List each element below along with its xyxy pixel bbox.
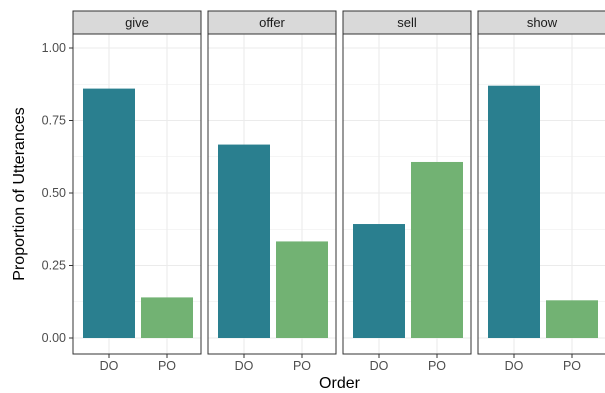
facet-panel-sell: sell DO PO [342, 10, 472, 373]
x-tick-label: PO [158, 359, 176, 373]
bar-give-po [141, 297, 193, 338]
x-tick-label: DO [370, 359, 389, 373]
facet-strip [342, 10, 472, 35]
y-axis-title: Proportion of Utterances [11, 107, 28, 280]
x-tick-label: PO [428, 359, 446, 373]
x-tick-label: DO [505, 359, 524, 373]
x-tick-label: PO [293, 359, 311, 373]
x-tick-label: PO [563, 359, 581, 373]
bar-sell-do [353, 224, 405, 338]
facet-strip [207, 10, 337, 35]
y-tick-label: 0.25 [42, 259, 66, 273]
facet-label: give [125, 15, 149, 30]
y-axis: 0.00 0.25 0.50 0.75 1.00 [42, 41, 73, 345]
facet-label: sell [397, 15, 417, 30]
y-tick-label: 1.00 [42, 41, 66, 55]
facet-strip [477, 10, 605, 35]
facet-panel-offer: offer DO PO [207, 10, 337, 373]
facet-panel-give: give DO PO [72, 10, 202, 373]
facet-label: show [527, 15, 558, 30]
bar-give-do [83, 88, 135, 338]
bar-show-do [488, 85, 540, 338]
bar-offer-po [276, 241, 328, 338]
y-tick-label: 0.00 [42, 331, 66, 345]
facet-label: offer [259, 15, 285, 30]
x-tick-label: DO [100, 359, 119, 373]
bar-offer-do [218, 144, 270, 338]
x-axis-title: Order [319, 375, 361, 392]
facet-panel-show: show DO PO [477, 10, 605, 373]
y-tick-label: 0.75 [42, 114, 66, 128]
y-tick-label: 0.50 [42, 186, 66, 200]
facet-strip [72, 10, 202, 35]
bar-sell-po [411, 161, 463, 338]
bar-show-po [546, 300, 598, 338]
x-tick-label: DO [235, 359, 254, 373]
